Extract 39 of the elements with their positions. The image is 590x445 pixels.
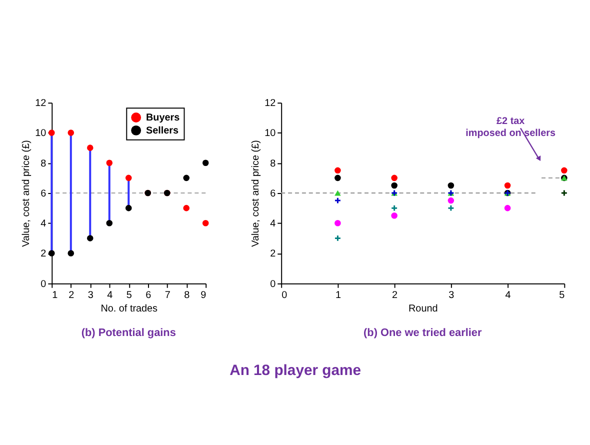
y-tick-label: 0 — [270, 278, 276, 290]
y-tick-label: 4 — [40, 218, 47, 230]
x-tick-label: 1 — [335, 290, 342, 301]
x-tick-label: 6 — [146, 290, 152, 301]
y-tick-label: 6 — [40, 188, 47, 200]
x-tick-label: 4 — [107, 290, 114, 301]
x-tick-label: 4 — [505, 290, 512, 301]
legend-label: Buyers — [146, 112, 180, 124]
y-tick-label: 6 — [270, 188, 276, 200]
y-tick-label: 2 — [40, 248, 47, 260]
y-tick-label: 0 — [40, 278, 47, 290]
y-tick-label: 8 — [40, 158, 47, 170]
text: (b) One we tried earlier — [364, 327, 482, 340]
y-tick-label: 12 — [35, 98, 47, 110]
x-tick-label: 2 — [392, 290, 398, 301]
x-tick-label: 2 — [68, 290, 75, 301]
x-tick-label: 5 — [126, 290, 132, 301]
y-tick-label: 10 — [264, 128, 276, 140]
x-tick-label: 0 — [282, 290, 288, 301]
x-tick-label: 9 — [200, 290, 207, 301]
x-tick-label: 8 — [184, 290, 190, 301]
y-tick-label: 8 — [270, 158, 276, 170]
y-tick-label: 10 — [35, 128, 47, 140]
text: An 18 player game — [230, 362, 362, 379]
annotation: £2 tax imposed on sellers — [466, 116, 556, 140]
x-tick-label: 3 — [88, 290, 94, 301]
y-tick-label: 4 — [270, 218, 276, 230]
x-tick-label: 3 — [448, 290, 455, 301]
y-tick-label: 12 — [264, 98, 276, 110]
y-tick-label: 2 — [270, 248, 276, 260]
text: (b) Potential gains — [81, 327, 176, 340]
x-tick-label: 7 — [164, 290, 171, 301]
x-tick-label: 5 — [559, 290, 566, 301]
x-axis-title: No. of trades — [100, 304, 158, 315]
y-axis-title: Value, cost and price (£) — [21, 140, 32, 247]
x-tick-label: 1 — [52, 290, 58, 301]
y-axis-title: Value, cost and price (£) — [250, 140, 262, 247]
x-axis-title: Round — [408, 304, 438, 315]
legend-label: Sellers — [146, 125, 180, 136]
